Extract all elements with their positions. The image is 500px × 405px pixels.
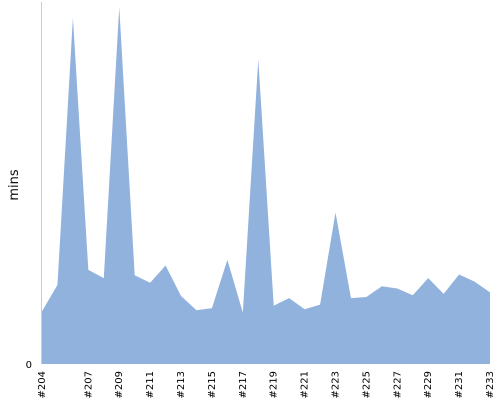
x-tick-label: #229 <box>423 371 434 398</box>
x-tick-label: #209 <box>114 371 125 398</box>
x-tick-label: #215 <box>207 371 218 398</box>
x-tick-label: #211 <box>145 371 156 398</box>
x-tick-label: #207 <box>83 371 94 398</box>
x-tick-label: #225 <box>361 371 372 398</box>
y-axis-label: mins <box>7 169 22 201</box>
series-area <box>42 7 490 364</box>
x-tick-label: #213 <box>176 371 187 398</box>
x-axis-ticks: #204 #207 #209 #211 #213 #215 #217 #219 #221 #223… <box>37 371 496 398</box>
x-tick-label: #227 <box>392 371 403 398</box>
x-tick-label: #231 <box>454 371 465 398</box>
y-tick-label: 0 <box>26 360 32 371</box>
x-tick-label: #204 <box>37 371 48 398</box>
x-tick-label: #219 <box>269 371 280 398</box>
y-axis-ticks: 0 <box>26 360 32 371</box>
plot-area <box>42 7 490 364</box>
x-tick-label: #217 <box>238 371 249 398</box>
x-tick-label: #233 <box>485 371 496 398</box>
x-tick-label: #221 <box>300 371 311 398</box>
x-tick-label: #223 <box>331 371 342 398</box>
